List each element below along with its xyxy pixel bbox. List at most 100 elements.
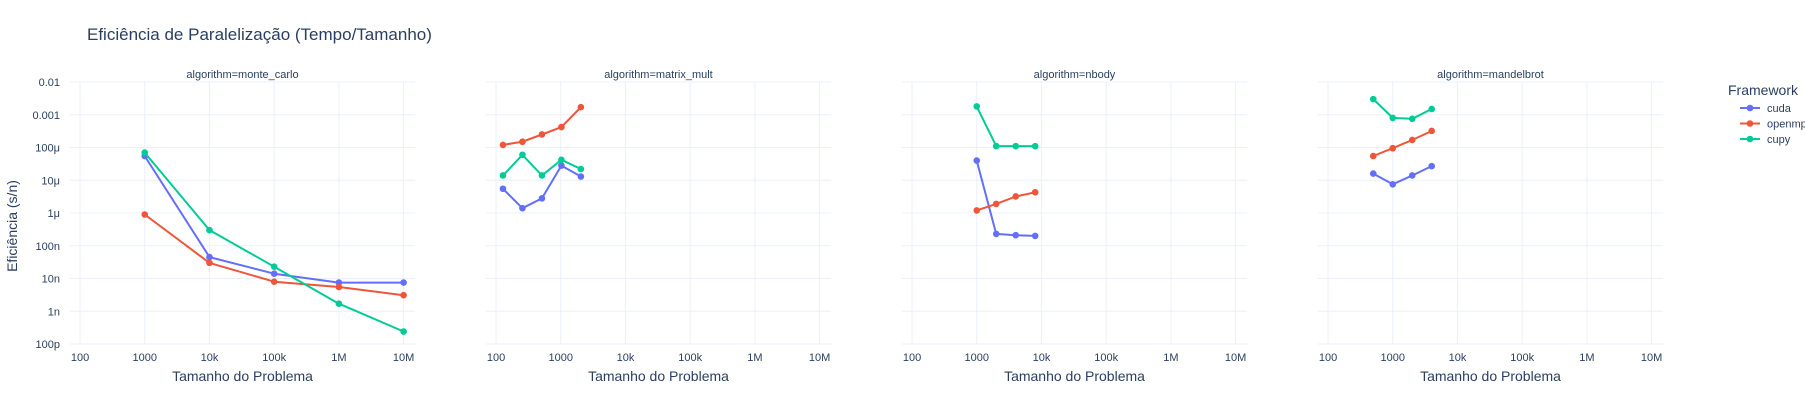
series-line-cuda: [1372, 165, 1433, 186]
x-axis-label: Tamanho do Problema: [1004, 368, 1145, 384]
data-point-cuda: [1031, 232, 1039, 240]
panel-1: algorithm=matrix_mult 100 1000 10k 100k 1M 10M…: [486, 69, 831, 384]
legend-label-cuda: cuda: [1767, 103, 1792, 115]
data-point-cupy: [1012, 142, 1020, 150]
x-tick-label: 10k: [1033, 352, 1051, 364]
panel-label: algorithm=mandelbrot: [1437, 69, 1544, 81]
data-point-openmp: [335, 283, 343, 291]
data-point-cupy: [992, 142, 1000, 150]
data-point-cupy: [1369, 95, 1377, 103]
x-axis-label: Tamanho do Problema: [588, 368, 729, 384]
legend-marker-cuda: [1746, 104, 1754, 112]
panel-label: algorithm=matrix_mult: [604, 69, 713, 81]
x-tick-label: 100k: [1094, 352, 1118, 364]
data-point-cupy: [499, 172, 507, 179]
data-point-openmp: [1369, 152, 1377, 160]
series-line-openmp: [502, 106, 582, 146]
y-tick-label: 10μ: [41, 175, 60, 187]
data-point-cuda: [992, 230, 1000, 238]
y-tick-label: 100μ: [35, 143, 60, 155]
data-point-openmp: [206, 259, 213, 267]
data-point-cupy: [335, 300, 343, 308]
x-tick-label: 100k: [262, 352, 286, 364]
data-point-openmp: [519, 138, 526, 146]
data-point-cuda: [499, 185, 507, 193]
data-point-cupy: [206, 226, 213, 234]
series-line-cupy: [975, 105, 1036, 148]
chart-title: Eficiência de Paralelização (Tempo/Taman…: [87, 25, 432, 44]
data-point-openmp: [270, 278, 278, 285]
data-point-cuda: [1408, 172, 1416, 179]
legend-title: Framework: [1728, 82, 1799, 98]
y-axis-label: Eficiência (s/n): [4, 180, 20, 272]
data-point-openmp: [1012, 193, 1020, 200]
series-line-cupy: [1372, 98, 1433, 120]
x-tick-label: 10k: [1449, 352, 1467, 364]
data-point-cuda: [1012, 231, 1020, 239]
panel-0: algorithm=monte_carlo 100 1000 10k 100k 1M 10M…: [32, 69, 415, 384]
x-tick-label: 100k: [1510, 352, 1534, 364]
y-tick-label: 100n: [36, 241, 60, 253]
data-point-cuda: [973, 157, 981, 164]
legend-label-cupy: cupy: [1767, 134, 1791, 146]
x-tick-label: 1000: [964, 352, 988, 364]
x-axis-label: Tamanho do Problema: [1420, 368, 1561, 384]
y-tick-label: 1n: [48, 306, 60, 318]
data-point-cupy: [973, 103, 981, 110]
legend-label-openmp: openmp: [1767, 119, 1805, 131]
y-tick-label: 10n: [42, 274, 60, 286]
x-tick-label: 1000: [1380, 352, 1404, 364]
x-tick-label: 1000: [548, 352, 572, 364]
data-point-cuda: [577, 173, 585, 180]
panels-layer: algorithm=monte_carlo 100 1000 10k 100k 1M 10M…: [32, 69, 1663, 384]
data-point-openmp: [1408, 136, 1416, 144]
data-point-cupy: [1389, 114, 1397, 122]
x-tick-label: 1000: [132, 352, 156, 364]
legend-item-openmp[interactable]: openmp: [1740, 119, 1805, 131]
x-tick-label: 100: [903, 352, 921, 364]
data-point-cuda: [1369, 170, 1377, 177]
data-point-openmp: [499, 141, 507, 149]
legend: Framework cuda openmp cupy: [1728, 82, 1805, 146]
x-axis-label: Tamanho do Problema: [172, 368, 313, 384]
x-tick-label: 10k: [617, 352, 635, 364]
series-line-openmp: [1372, 130, 1433, 157]
data-point-openmp: [1428, 127, 1436, 135]
data-point-cuda: [206, 253, 213, 261]
x-tick-label: 10k: [201, 352, 219, 364]
x-tick-label: 100: [487, 352, 505, 364]
data-point-cuda: [400, 279, 407, 286]
panel-3: algorithm=mandelbrot 100 1000 10k 100k 1M 10M T…: [1318, 69, 1663, 384]
data-point-cupy: [141, 149, 149, 156]
legend-marker-openmp: [1746, 120, 1754, 127]
data-point-openmp: [1031, 188, 1039, 196]
data-point-cupy: [519, 151, 526, 159]
data-point-cupy: [1408, 115, 1416, 123]
data-point-openmp: [973, 207, 981, 214]
legend-item-cupy[interactable]: cupy: [1740, 134, 1791, 146]
x-tick-label: 10M: [393, 352, 414, 364]
data-point-cuda: [558, 162, 565, 169]
y-tick-label: 0.001: [32, 110, 60, 122]
data-point-cupy: [270, 263, 278, 270]
panel-label: algorithm=nbody: [1034, 69, 1116, 81]
x-tick-label: 1M: [747, 352, 762, 364]
x-tick-label: 100: [71, 352, 89, 364]
series-line-cuda: [502, 164, 582, 210]
data-point-openmp: [141, 211, 149, 218]
x-tick-label: 1M: [1579, 352, 1594, 364]
x-tick-label: 10M: [1641, 352, 1662, 364]
data-point-cupy: [1031, 142, 1039, 150]
data-point-cuda: [519, 204, 526, 212]
y-tick-label: 0.01: [39, 77, 60, 89]
y-tick-label: 100p: [36, 339, 60, 351]
x-tick-label: 1M: [331, 352, 346, 364]
legend-item-cuda[interactable]: cuda: [1740, 103, 1792, 115]
series-line-openmp: [976, 191, 1036, 212]
x-tick-label: 1M: [1163, 352, 1178, 364]
data-point-openmp: [1389, 144, 1397, 152]
data-point-openmp: [558, 123, 565, 131]
data-point-cupy: [400, 328, 407, 335]
